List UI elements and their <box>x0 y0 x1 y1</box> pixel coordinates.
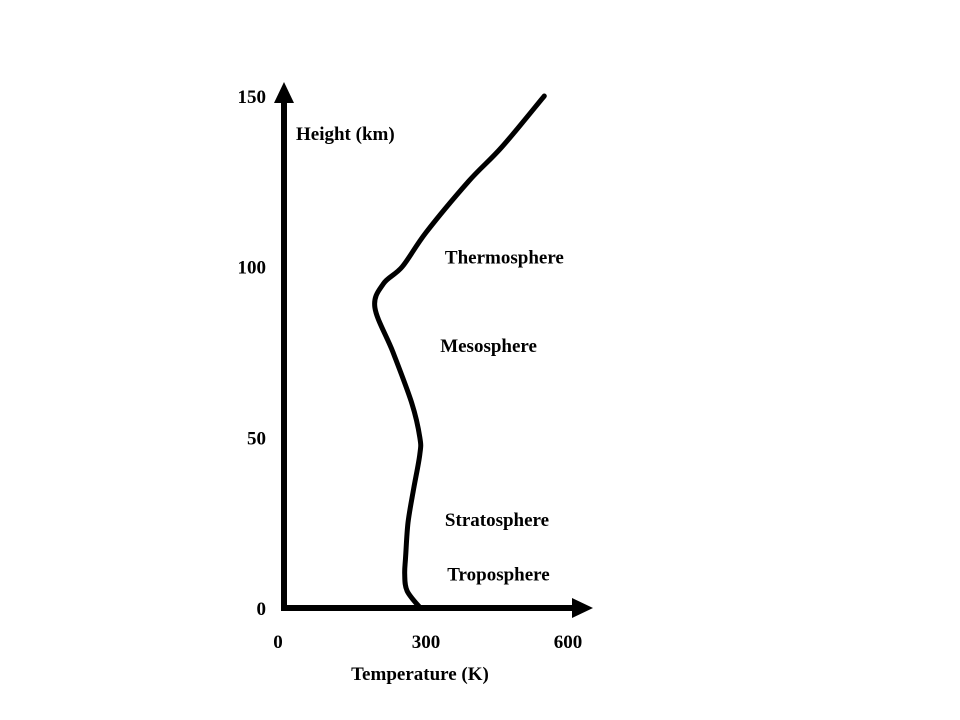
x-tick-label: 0 <box>273 632 283 653</box>
y-axis-arrowhead <box>274 82 294 103</box>
y-tick-label: 50 <box>247 428 266 449</box>
y-tick-label: 150 <box>238 87 267 108</box>
y-tick-label: 100 <box>238 258 267 279</box>
layer-label-thermosphere: Thermosphere <box>445 247 564 268</box>
x-tick-label: 300 <box>412 632 441 653</box>
x-axis-label: Temperature (K) <box>351 664 489 685</box>
atmosphere-layer-labels: Thermosphere Mesosphere Stratosphere Tropos… <box>440 247 564 585</box>
y-tick-label: 0 <box>257 599 267 620</box>
y-axis-label: Height (km) <box>296 124 395 145</box>
x-tick-label: 600 <box>554 632 583 653</box>
layer-label-mesosphere: Mesosphere <box>440 336 537 357</box>
layer-label-stratosphere: Stratosphere <box>445 510 549 531</box>
x-axis-arrowhead <box>572 598 593 618</box>
x-tick-labels: 0 300 600 <box>273 632 582 653</box>
y-tick-labels: 0 50 100 150 <box>238 87 267 620</box>
temperature-profile-line <box>372 93 547 611</box>
layer-label-troposphere: Troposphere <box>447 565 549 586</box>
